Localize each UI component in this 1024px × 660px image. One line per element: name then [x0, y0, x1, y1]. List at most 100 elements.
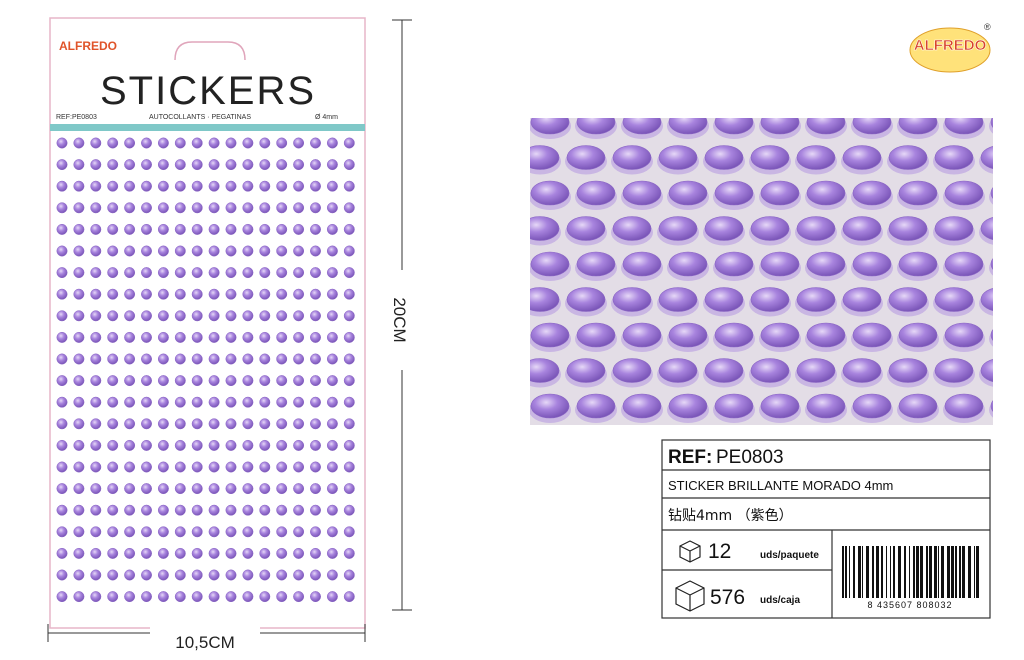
gem: [259, 223, 271, 235]
gem: [107, 591, 119, 603]
photo-gem: [760, 393, 800, 419]
gem: [90, 267, 102, 279]
gem: [124, 137, 136, 149]
gem: [242, 526, 254, 538]
gem: [343, 223, 355, 235]
gem: [242, 396, 254, 408]
gem: [276, 331, 288, 343]
gem: [276, 137, 288, 149]
gem: [276, 591, 288, 603]
photo-gem: [622, 393, 662, 419]
photo-gem: [750, 287, 790, 312]
gem: [225, 245, 237, 257]
photo-gem: [944, 251, 984, 277]
photo-gem: [530, 145, 560, 170]
photo-gem: [668, 180, 708, 206]
photo-gem: [530, 358, 560, 383]
gem: [56, 526, 68, 538]
gem: [174, 547, 186, 559]
gem: [276, 223, 288, 235]
barcode-bar: [866, 546, 869, 598]
gem: [208, 331, 220, 343]
photo-gem: [842, 358, 882, 383]
gem: [225, 137, 237, 149]
gem: [107, 353, 119, 365]
gem: [107, 418, 119, 430]
gem: [259, 396, 271, 408]
gem: [90, 137, 102, 149]
gem: [107, 483, 119, 495]
gem: [208, 569, 220, 581]
gem: [73, 591, 85, 603]
photo-gem: [852, 118, 892, 135]
gem: [107, 267, 119, 279]
photo-gem: [760, 251, 800, 277]
gem: [343, 569, 355, 581]
width-label: 10,5CM: [175, 633, 235, 652]
gem: [56, 569, 68, 581]
gem: [56, 591, 68, 603]
gem: [225, 526, 237, 538]
gem: [157, 223, 169, 235]
gem: [56, 461, 68, 473]
gem: [326, 396, 338, 408]
gem: [259, 159, 271, 171]
gem: [343, 418, 355, 430]
gem: [73, 267, 85, 279]
gem: [191, 353, 203, 365]
gem: [276, 483, 288, 495]
gem: [225, 547, 237, 559]
gem: [225, 504, 237, 516]
photo-gem: [934, 216, 974, 241]
gem: [157, 591, 169, 603]
gem: [107, 375, 119, 387]
gem: [174, 526, 186, 538]
photo-gem: [796, 287, 836, 312]
gem: [191, 547, 203, 559]
gem: [208, 396, 220, 408]
photo-gem: [796, 358, 836, 383]
gem: [56, 483, 68, 495]
gem: [124, 526, 136, 538]
gem: [259, 180, 271, 192]
gem: [310, 202, 321, 214]
gem: [157, 310, 169, 322]
photo-gem: [934, 358, 974, 383]
barcode-bar: [929, 546, 932, 598]
gem: [293, 375, 305, 387]
gem: [343, 267, 355, 279]
photo-gem: [612, 216, 652, 241]
gem: [124, 591, 136, 603]
gem: [343, 353, 355, 365]
gem: [107, 569, 119, 581]
gem: [141, 202, 152, 214]
photo-gem: [668, 118, 708, 135]
gem: [326, 331, 338, 343]
gem: [310, 547, 321, 559]
gem: [208, 159, 220, 171]
gem: [56, 504, 68, 516]
gem: [225, 396, 237, 408]
gem: [310, 267, 321, 279]
photo-gem: [944, 322, 984, 348]
gem: [73, 439, 85, 451]
barcode-bar: [951, 546, 954, 598]
gem: [326, 223, 338, 235]
photo-gem: [989, 260, 993, 276]
gem: [191, 396, 203, 408]
barcode-number: 8 435607 808032: [867, 600, 952, 610]
gem: [157, 331, 169, 343]
gem: [242, 504, 254, 516]
gem: [107, 439, 119, 451]
gem: [208, 202, 220, 214]
gem: [259, 375, 271, 387]
gem: [124, 267, 136, 279]
photo-gem: [944, 393, 984, 419]
gem: [191, 310, 203, 322]
photo-gem: [898, 180, 938, 206]
gem: [107, 245, 119, 257]
gem: [141, 504, 152, 516]
gem: [107, 310, 119, 322]
gem: [310, 159, 321, 171]
photo-gem: [576, 322, 616, 348]
